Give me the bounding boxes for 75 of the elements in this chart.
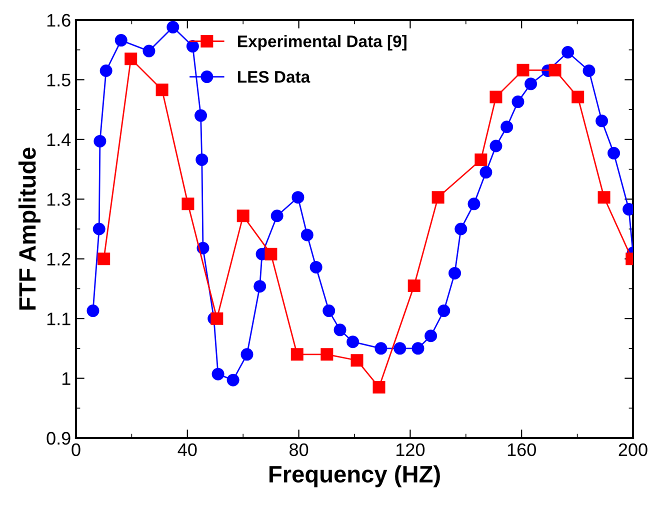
point (512, 96, 524, 108)
point (334, 324, 346, 336)
point (310, 260, 322, 274)
y-tick-label: 1.6 (47, 14, 70, 27)
y-axis-title: FTF Amplitude (18, 148, 40, 310)
point (124, 52, 138, 66)
y-tick-label: 1.2 (47, 252, 70, 266)
x-tick-label: 40 (178, 443, 197, 456)
y-tick-label: 1.5 (47, 74, 70, 86)
point (156, 84, 168, 96)
point (596, 114, 608, 128)
point (350, 354, 364, 367)
point (468, 198, 480, 210)
x-tick-label: 200 (618, 443, 648, 456)
point (424, 330, 438, 342)
point (490, 90, 502, 104)
point (432, 191, 444, 204)
point (194, 109, 208, 122)
x-axis-title: Frequency (HZ) (270, 465, 440, 488)
x-tick-label: 80 (290, 443, 308, 456)
point (448, 266, 462, 280)
point (166, 20, 180, 34)
point (408, 279, 420, 292)
x-tick-label: 120 (396, 443, 425, 456)
point (290, 348, 304, 361)
point (490, 140, 502, 152)
y-tick-label: 1.1 (47, 312, 70, 326)
y-tick-label: 1.4 (47, 134, 71, 146)
point (226, 374, 240, 386)
point (264, 248, 278, 260)
point (372, 380, 386, 394)
point (608, 146, 620, 160)
point (454, 222, 468, 236)
point (300, 228, 314, 242)
x-tick-label: 160 (508, 443, 536, 456)
point (292, 191, 304, 204)
y-tick-label: 1.3 (47, 193, 70, 206)
point (236, 210, 250, 222)
point (196, 153, 208, 166)
y-tick-label: 0.9 (46, 432, 70, 445)
point (374, 342, 388, 355)
point (500, 120, 514, 134)
point (100, 64, 112, 78)
point (210, 312, 224, 325)
point (582, 64, 596, 78)
point (114, 34, 128, 47)
point (240, 348, 254, 361)
point (94, 134, 106, 148)
legend-label: LES Data (238, 70, 310, 83)
point (320, 348, 334, 361)
point (548, 64, 562, 76)
point (98, 252, 110, 266)
point (86, 304, 100, 318)
point (394, 342, 406, 355)
point (562, 46, 574, 58)
point (572, 90, 584, 104)
point (322, 304, 336, 318)
point (346, 336, 360, 348)
point (182, 198, 194, 210)
point (212, 368, 224, 380)
legend-label: Experimental Data [9] (238, 35, 406, 51)
point (524, 78, 538, 90)
point (438, 304, 450, 318)
point (598, 191, 610, 204)
point (270, 210, 284, 222)
point (516, 64, 530, 76)
x-tick-label: 0 (72, 443, 80, 456)
point (474, 153, 488, 166)
point (480, 166, 492, 179)
point (142, 44, 156, 58)
point (92, 222, 106, 236)
y-tick-label: 1 (62, 372, 70, 385)
point (254, 280, 266, 293)
point (186, 40, 199, 53)
point (412, 342, 424, 355)
